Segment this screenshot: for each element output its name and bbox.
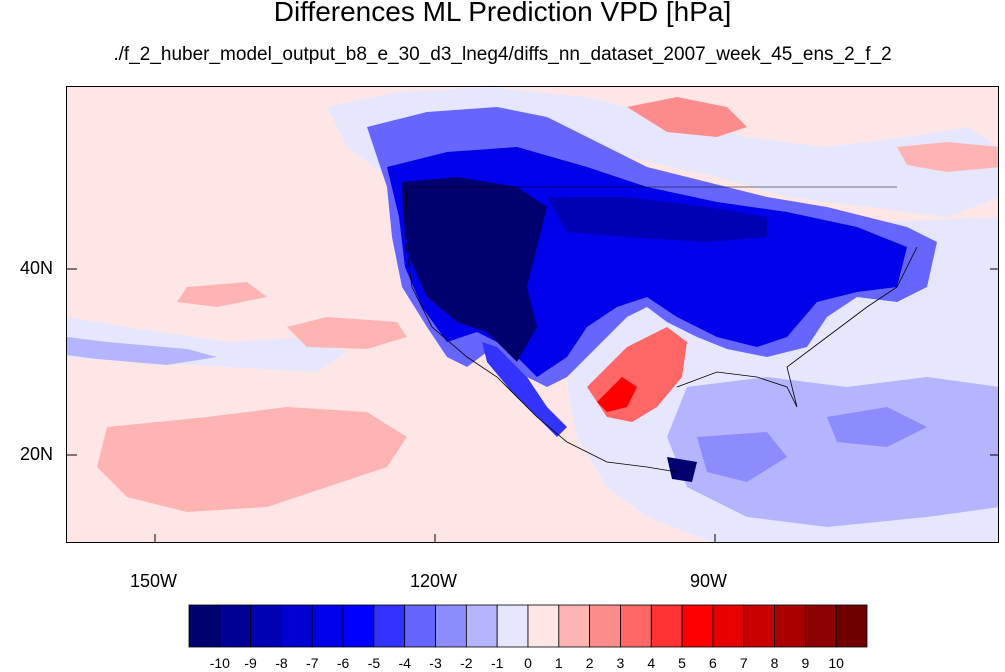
- colorbar-tick-label: -8: [275, 655, 288, 671]
- colorbar-tick-label: 5: [678, 655, 686, 671]
- west-coastline: [404, 186, 678, 473]
- central-pacific-pink-region: [97, 407, 407, 512]
- colorbar-swatch: [558, 604, 591, 648]
- colorbar-swatch: [311, 604, 344, 648]
- colorbar-swatch: [435, 604, 467, 648]
- colorbar-swatch: [342, 604, 375, 648]
- colorbar-tick-label: 4: [647, 655, 656, 671]
- atlantic-blue-region: [667, 377, 998, 527]
- colorbar-tick-label: 3: [616, 655, 625, 671]
- baja-pink-patch: [287, 317, 407, 349]
- pacific-pink-patch: [177, 282, 267, 307]
- colorbar-swatch: [496, 604, 529, 648]
- yucatan-dark-patch: [667, 457, 697, 482]
- colorbar-tick-label: 1: [554, 655, 563, 671]
- colorbar-swatch: [188, 604, 221, 648]
- map-tick-marks: [67, 268, 998, 542]
- western-us-darkest-region: [402, 177, 547, 362]
- colorbar-swatch: [712, 604, 745, 648]
- colorbar-swatch: [373, 604, 406, 648]
- colorbar-swatch: [281, 604, 313, 648]
- colorbar-swatch: [250, 604, 282, 648]
- vpd-difference-field: [67, 87, 998, 542]
- colorbar-tick-label: -7: [306, 655, 319, 671]
- colorbar-tick-label: -2: [460, 655, 473, 671]
- labrador-pink-patch: [897, 142, 998, 172]
- colorbar-tick-label: -10: [209, 655, 230, 671]
- colorbar-tick-label: -6: [336, 655, 350, 671]
- colorbar-tick-label: 8: [770, 655, 779, 671]
- colorbar-swatch: [219, 604, 252, 648]
- colorbar-swatch: [804, 604, 837, 648]
- lon-label-150w: 150W: [130, 571, 178, 591]
- east-coastline: [676, 246, 918, 408]
- colorbar-tick-label: 2: [585, 655, 594, 671]
- colorbar-tick-label: 6: [709, 655, 717, 671]
- lon-label-90w: 90W: [690, 571, 728, 591]
- colorbar-swatch: [650, 604, 683, 648]
- atlantic-blue-patch: [827, 407, 927, 447]
- colorbar-tick-label: 10: [828, 655, 844, 671]
- colorbar-swatch: [527, 604, 560, 648]
- colorbar-swatch: [404, 604, 436, 648]
- plains-dark-blue-band: [547, 197, 767, 242]
- colorbar-tick-label: -4: [398, 655, 411, 671]
- baja-blue-strip: [482, 342, 567, 437]
- colorbar-swatch: [743, 604, 775, 648]
- map-subtitle: ./f_2_huber_model_output_b8_e_30_d3_lneg…: [113, 44, 892, 65]
- colorbar-swatch: [589, 604, 621, 648]
- colorbar-tick-label: 7: [739, 655, 748, 671]
- hudson-red-patch: [627, 97, 747, 137]
- colorbar-swatch: [681, 604, 714, 648]
- colorbar-swatch: [835, 604, 868, 648]
- colorbar-tick-label: -9: [244, 655, 257, 671]
- texas-bright-red-patch: [597, 377, 637, 412]
- colorbar-tick-label: 0: [524, 655, 532, 671]
- colorbar-tick-label: -1: [490, 655, 504, 671]
- colorbar-swatch: [620, 604, 652, 648]
- pacific-blue-band: [67, 337, 217, 365]
- colorbar: [188, 604, 868, 648]
- map-title: Differences ML Prediction VPD [hPa]: [273, 0, 732, 27]
- lat-label-20n: 20N: [20, 444, 54, 464]
- map-panel: [66, 86, 999, 543]
- lon-label-120w: 120W: [410, 571, 458, 591]
- colorbar-tick-label: -5: [367, 655, 381, 671]
- colorbar-tick-label: 9: [801, 655, 810, 671]
- lat-label-40n: 40N: [20, 258, 54, 278]
- colorbar-swatch: [465, 604, 498, 648]
- colorbar-swatch: [774, 604, 806, 648]
- gulf-blue-patch: [697, 432, 787, 482]
- colorbar-tick-label: -3: [429, 655, 442, 671]
